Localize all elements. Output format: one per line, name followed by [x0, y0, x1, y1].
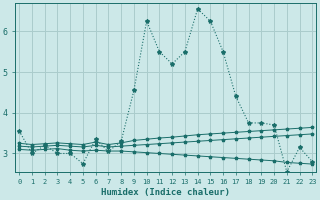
- X-axis label: Humidex (Indice chaleur): Humidex (Indice chaleur): [101, 188, 230, 197]
